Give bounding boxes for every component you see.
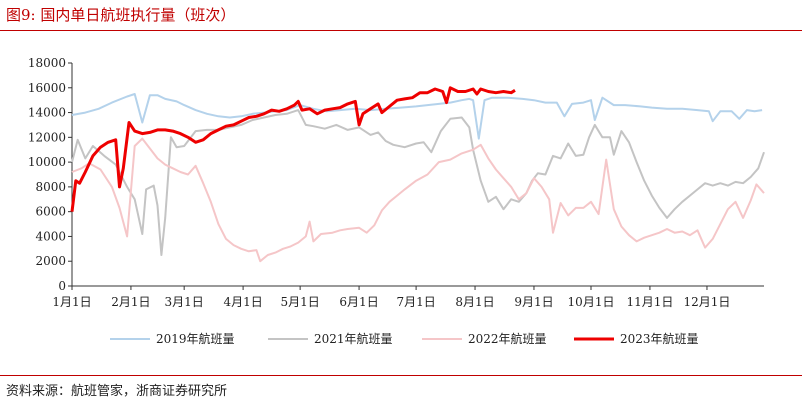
chart: 0 2000 4000 6000 8000 10000 12000 14000 16000 180… [28, 56, 765, 346]
x-tick-label: 7月1日 [396, 295, 435, 309]
legend-label-2: 2021年航班量 [314, 331, 393, 346]
legend-label-1: 2019年航班量 [156, 331, 235, 346]
x-tick-label: 10月1日 [568, 295, 615, 309]
y-tick-label: 12000 [28, 130, 66, 144]
y-tick-label: 0 [58, 279, 66, 293]
x-tick-label: 6月1日 [339, 295, 378, 309]
y-tick-label: 16000 [28, 81, 66, 95]
series-line-2 [71, 109, 765, 256]
x-tick-label: 5月1日 [280, 295, 319, 309]
series-line-4 [70, 86, 516, 212]
x-tick-label: 3月1日 [165, 295, 204, 309]
series-line-1 [71, 93, 763, 140]
series-line-3 [71, 137, 765, 263]
chart-legend: 2019年航班量 2021年航班量 2022年航班量 2023年航班量 [110, 331, 699, 346]
x-tick-label: 4月1日 [223, 295, 262, 309]
x-tick-label: 8月1日 [455, 295, 494, 309]
source-divider [0, 375, 802, 376]
x-tick-label: 1月1日 [52, 295, 91, 309]
y-tick-label: 4000 [35, 229, 66, 243]
y-tick-label: 14000 [28, 106, 66, 120]
y-tick-label: 18000 [28, 56, 66, 70]
x-tick-label: 9月1日 [514, 295, 553, 309]
figure-title: 图9: 国内单日航班执行量（班次） [6, 6, 236, 24]
y-tick-label: 10000 [28, 155, 66, 169]
legend-label-3: 2022年航班量 [468, 331, 547, 346]
legend-label-4: 2023年航班量 [620, 331, 699, 346]
chart-series-lines [70, 86, 765, 263]
x-tick-label: 11月1日 [626, 295, 673, 309]
title-divider [0, 30, 802, 31]
y-tick-label: 6000 [35, 205, 66, 219]
x-tick-label: 12月1日 [684, 295, 731, 309]
source-note: 资料来源：航班管家，浙商证券研究所 [6, 384, 228, 399]
x-tick-label: 2月1日 [111, 295, 150, 309]
chart-axes: 0 2000 4000 6000 8000 10000 12000 14000 16000 180… [28, 56, 764, 309]
y-tick-label: 2000 [35, 254, 66, 268]
y-tick-label: 8000 [35, 180, 66, 194]
